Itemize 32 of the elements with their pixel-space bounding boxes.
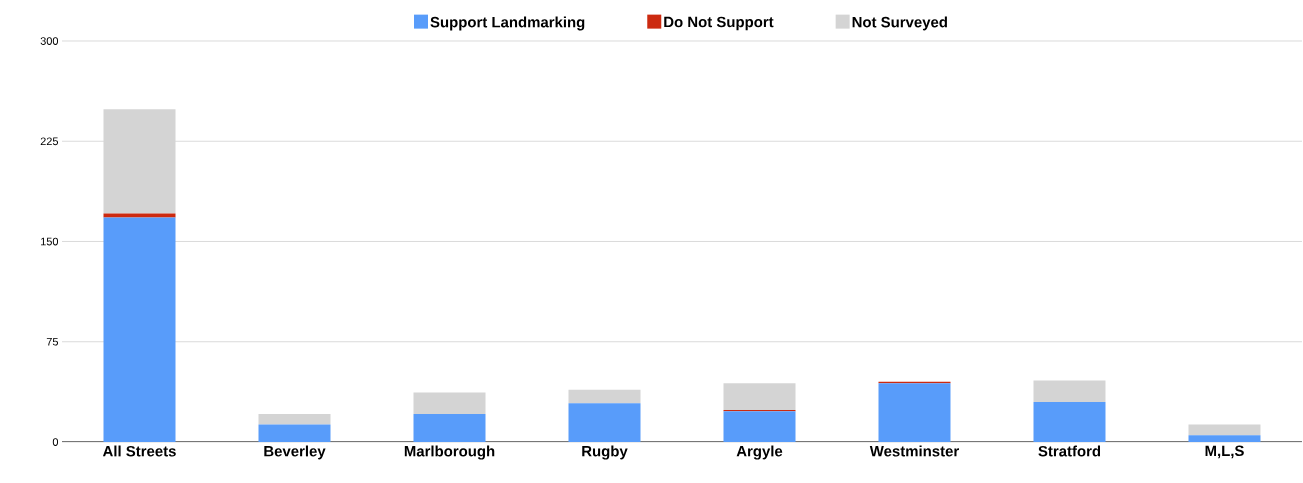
- x-tick-label: Stratford: [1038, 445, 1101, 457]
- bar: [103, 217, 176, 442]
- bar: [258, 424, 331, 442]
- bar: [413, 413, 486, 442]
- x-tick-label: Rugby: [582, 445, 628, 460]
- bar: [1188, 424, 1261, 436]
- bar: [103, 213, 176, 218]
- legend-label: Not Surveyed: [852, 16, 947, 31]
- x-tick-label: All Streets: [102, 445, 176, 457]
- bar: [878, 383, 951, 442]
- bar: [103, 109, 176, 214]
- legend-label: Support Landmarking: [430, 16, 585, 31]
- bar: [413, 392, 486, 414]
- legend-label: Do Not Support: [664, 16, 774, 31]
- bar: [723, 383, 796, 410]
- bar: [1033, 380, 1106, 402]
- y-tick-label: 75: [46, 337, 59, 346]
- bar: [1033, 401, 1106, 442]
- y-tick-label: 300: [40, 37, 59, 45]
- bar: [723, 411, 796, 442]
- x-tick-label: Marlborough: [404, 445, 495, 460]
- bar: [568, 403, 641, 442]
- y-tick-label: 225: [40, 137, 59, 146]
- x-tick-label: Beverley: [264, 445, 326, 460]
- bar: [258, 413, 331, 425]
- x-tick-label: M,L,S: [1205, 445, 1244, 459]
- x-tick-label: Westminster: [869, 445, 959, 457]
- y-tick-label: 0: [52, 438, 59, 446]
- x-tick-label: Argyle: [736, 445, 783, 460]
- bar: [1188, 435, 1261, 442]
- bar: [568, 389, 641, 404]
- y-tick-label: 150: [41, 237, 59, 246]
